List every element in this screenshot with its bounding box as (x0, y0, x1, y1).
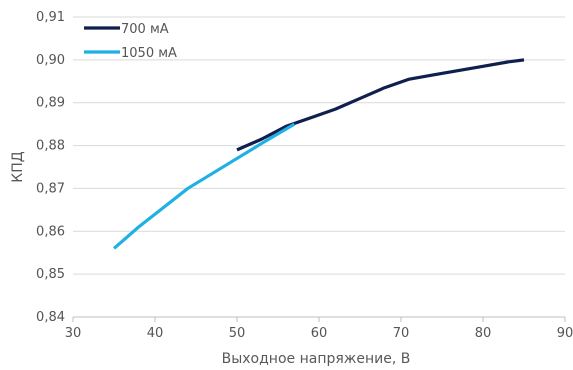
x-tick-label: 50 (229, 326, 246, 341)
x-tick-label: 80 (475, 326, 492, 341)
grid (73, 16, 565, 318)
x-tick-label: 40 (147, 326, 164, 341)
legend: 700 мА 1050 мА (84, 22, 177, 61)
x-tick-label: 60 (311, 326, 328, 341)
axes: 0,84 0,85 0,86 0,87 0,88 0,89 0,90 0,91 30 40 50 60… (36, 10, 573, 341)
y-tick-label: 0,88 (36, 139, 65, 154)
y-tick-label: 0,89 (36, 96, 65, 111)
series-lines (112, 58, 525, 250)
y-tick-label: 0,87 (36, 181, 65, 196)
series-line-1 (236, 58, 525, 152)
y-axis-title: КПД (10, 151, 26, 182)
y-tick-label: 0,91 (36, 10, 65, 25)
series-line-2 (112, 122, 296, 250)
y-tick-label: 0,86 (36, 224, 65, 239)
legend-label: 1050 мА (121, 46, 177, 61)
y-tick-label: 0,85 (36, 267, 65, 282)
x-axis-title: Выходное напряжение, В (222, 351, 411, 367)
y-tick-label: 0,90 (36, 53, 65, 68)
x-tick-label: 70 (393, 326, 410, 341)
legend-label: 700 мА (121, 22, 169, 37)
y-tick-label: 0,84 (36, 310, 65, 325)
x-tick-label: 90 (557, 326, 573, 341)
x-tick-label: 30 (65, 326, 82, 341)
